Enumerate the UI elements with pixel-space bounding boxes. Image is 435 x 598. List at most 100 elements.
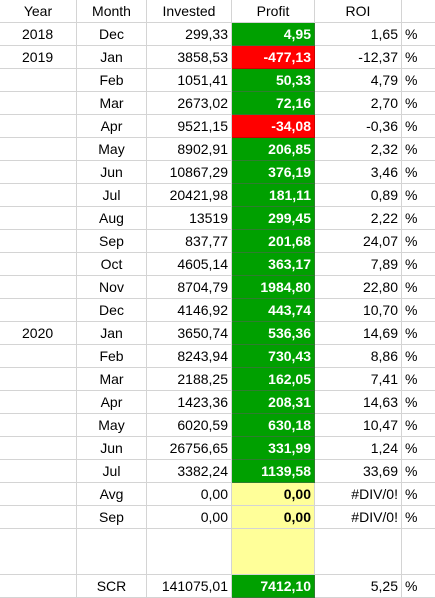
cell-invested[interactable]: 8243,94 [147,345,232,368]
cell-profit[interactable]: 206,85 [232,138,315,161]
cell-month[interactable]: Mar [77,368,147,391]
cell-profit[interactable]: 1984,80 [232,276,315,299]
cell-invested[interactable]: 299,33 [147,23,232,46]
cell-invested[interactable]: 3650,74 [147,322,232,345]
cell-roi[interactable]: 8,86 [315,345,402,368]
total-label[interactable]: SCR [77,575,147,598]
cell-invested[interactable]: 20421,98 [147,184,232,207]
cell-percent-sign[interactable]: % [402,115,435,138]
cell-profit[interactable]: 331,99 [232,437,315,460]
cell-month[interactable]: Jul [77,184,147,207]
cell-month[interactable]: Aug [77,207,147,230]
cell-invested[interactable]: 0,00 [147,483,232,506]
cell-roi[interactable] [315,529,402,575]
cell-percent-sign[interactable]: % [402,69,435,92]
cell-profit[interactable]: 1139,58 [232,460,315,483]
cell-profit[interactable]: 50,33 [232,69,315,92]
cell-year[interactable] [0,92,77,115]
cell-month[interactable]: Sep [77,506,147,529]
cell-percent-sign[interactable]: % [402,437,435,460]
cell-roi[interactable]: 2,32 [315,138,402,161]
cell-percent-sign[interactable]: % [402,322,435,345]
cell-year[interactable]: 2020 [0,322,77,345]
cell-roi[interactable]: 2,70 [315,92,402,115]
cell-year[interactable] [0,483,77,506]
cell-roi[interactable]: 10,47 [315,414,402,437]
cell-profit[interactable]: 536,36 [232,322,315,345]
cell-percent-sign[interactable]: % [402,483,435,506]
cell-year[interactable] [0,207,77,230]
cell-month[interactable]: Jun [77,437,147,460]
cell-invested[interactable]: 1423,36 [147,391,232,414]
cell-year[interactable] [0,253,77,276]
header-roi[interactable]: ROI [315,0,402,23]
cell-profit[interactable]: 4,95 [232,23,315,46]
total-invested[interactable]: 141075,01 [147,575,232,598]
header-invested[interactable]: Invested [147,0,232,23]
cell-month[interactable]: Apr [77,115,147,138]
cell-roi[interactable]: -12,37 [315,46,402,69]
cell-percent-sign[interactable]: % [402,138,435,161]
cell-month[interactable]: Jan [77,46,147,69]
cell-year[interactable] [0,161,77,184]
cell-profit[interactable]: 208,31 [232,391,315,414]
cell-roi[interactable]: 14,69 [315,322,402,345]
cell-roi[interactable]: 24,07 [315,230,402,253]
cell-year[interactable] [0,184,77,207]
cell-month[interactable]: Nov [77,276,147,299]
cell-year[interactable] [0,506,77,529]
cell-percent-sign[interactable]: % [402,276,435,299]
header-blank[interactable] [402,0,435,23]
cell-year[interactable] [0,414,77,437]
cell-percent-sign[interactable] [402,529,435,575]
cell-year[interactable] [0,437,77,460]
cell-roi[interactable]: #DIV/0! [315,506,402,529]
cell-percent-sign[interactable]: % [402,23,435,46]
cell-invested[interactable]: 4146,92 [147,299,232,322]
cell-month[interactable]: Oct [77,253,147,276]
cell-invested[interactable]: 9521,15 [147,115,232,138]
cell-month[interactable]: Jul [77,460,147,483]
cell-year[interactable] [0,276,77,299]
cell-profit[interactable]: 201,68 [232,230,315,253]
cell-percent-sign[interactable]: % [402,207,435,230]
cell-year[interactable] [0,299,77,322]
cell-month[interactable]: Apr [77,391,147,414]
cell-year[interactable] [0,391,77,414]
cell-invested[interactable]: 2673,02 [147,92,232,115]
cell-month[interactable]: Feb [77,69,147,92]
cell-roi[interactable]: 10,70 [315,299,402,322]
header-year[interactable]: Year [0,0,77,23]
cell-month[interactable]: Sep [77,230,147,253]
cell-roi[interactable]: 22,80 [315,276,402,299]
cell-invested[interactable]: 10867,29 [147,161,232,184]
cell-percent-sign[interactable]: % [402,391,435,414]
cell-invested[interactable]: 8902,91 [147,138,232,161]
cell-invested[interactable]: 3858,53 [147,46,232,69]
cell-month[interactable] [77,529,147,575]
cell-roi[interactable]: 7,89 [315,253,402,276]
cell-profit[interactable]: 181,11 [232,184,315,207]
cell-percent-sign[interactable]: % [402,506,435,529]
cell-percent-sign[interactable]: % [402,230,435,253]
total-profit[interactable]: 7412,10 [232,575,315,598]
cell-roi[interactable]: 1,24 [315,437,402,460]
cell-profit[interactable]: 630,18 [232,414,315,437]
total-percent-sign[interactable]: % [402,575,435,598]
cell-percent-sign[interactable]: % [402,161,435,184]
cell-roi[interactable]: 33,69 [315,460,402,483]
cell-year[interactable] [0,529,77,575]
cell-roi[interactable]: 7,41 [315,368,402,391]
cell-roi[interactable]: 2,22 [315,207,402,230]
cell-month[interactable]: Dec [77,23,147,46]
cell-month[interactable]: Avg [77,483,147,506]
cell-year[interactable] [0,138,77,161]
cell-invested[interactable]: 4605,14 [147,253,232,276]
cell-invested[interactable]: 13519 [147,207,232,230]
header-profit[interactable]: Profit [232,0,315,23]
cell-month[interactable]: Jun [77,161,147,184]
cell-profit[interactable]: 162,05 [232,368,315,391]
cell-invested[interactable] [147,529,232,575]
cell-month[interactable]: Jan [77,322,147,345]
cell-year[interactable]: 2018 [0,23,77,46]
